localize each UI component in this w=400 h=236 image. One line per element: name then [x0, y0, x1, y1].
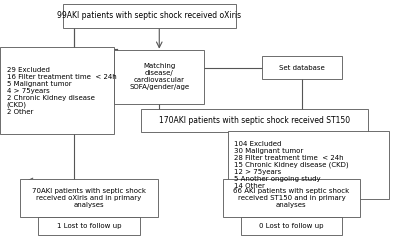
- Text: Set database: Set database: [279, 64, 325, 71]
- Text: 29 Excluded
16 Filter treatment time  < 24h
5 Malignant tumor
4 > 75years
2 Chro: 29 Excluded 16 Filter treatment time < 2…: [6, 67, 116, 115]
- FancyBboxPatch shape: [63, 4, 236, 28]
- Text: 99AKI patients with septic shock received oXiris: 99AKI patients with septic shock receive…: [57, 11, 242, 21]
- FancyBboxPatch shape: [0, 47, 114, 135]
- FancyBboxPatch shape: [223, 179, 360, 217]
- Text: Matching
disease/
cardiovascular
SOFA/gender/age: Matching disease/ cardiovascular SOFA/ge…: [129, 63, 189, 90]
- Text: 170AKI patients with septic shock received ST150: 170AKI patients with septic shock receiv…: [159, 116, 350, 125]
- FancyBboxPatch shape: [141, 109, 368, 132]
- FancyBboxPatch shape: [38, 217, 140, 235]
- FancyBboxPatch shape: [114, 50, 204, 104]
- FancyBboxPatch shape: [262, 56, 342, 79]
- Text: 66 AKI patients with septic shock
received ST150 and in primary
analyses: 66 AKI patients with septic shock receiv…: [233, 188, 350, 208]
- FancyBboxPatch shape: [241, 217, 342, 235]
- Text: 104 Excluded
30 Malignant tumor
28 Filter treatment time  < 24h
15 Chronic Kidne: 104 Excluded 30 Malignant tumor 28 Filte…: [234, 141, 348, 189]
- Text: 1 Lost to follow up: 1 Lost to follow up: [57, 223, 121, 229]
- Text: 0 Lost to follow up: 0 Lost to follow up: [259, 223, 324, 229]
- FancyBboxPatch shape: [228, 131, 388, 199]
- FancyBboxPatch shape: [20, 179, 158, 217]
- Text: 70AKI patients with septic shock
received oXiris and in primary
analyses: 70AKI patients with septic shock receive…: [32, 188, 146, 208]
